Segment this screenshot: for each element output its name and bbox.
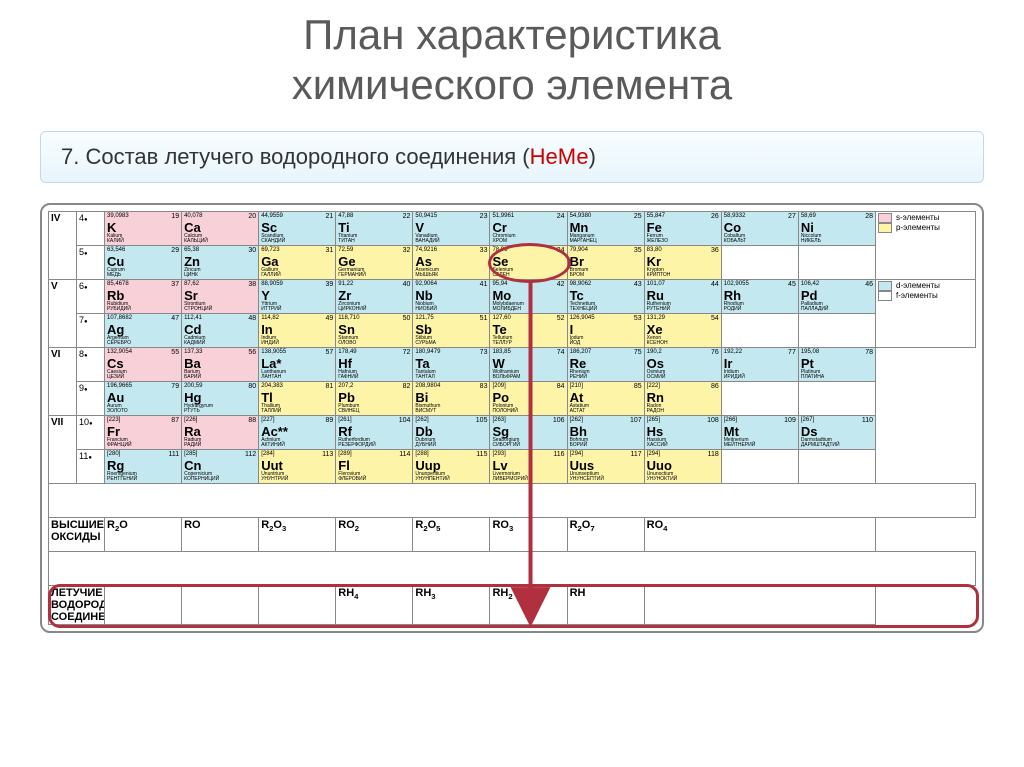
element-pd: 106,4246PdPalladiumПАЛЛАДИЙ <box>798 279 875 313</box>
title-line2: химического элемента <box>292 61 733 108</box>
element-mo: 95,9442MoMolybdaenumМОЛИБДЕН <box>490 279 567 313</box>
row-number: 8● <box>77 347 105 381</box>
row-number: 6● <box>77 279 105 313</box>
element-cr: 51,996124CrChromiumХРОМ <box>490 211 567 245</box>
element-te: 127,6052TeTelluriumТЕЛЛУР <box>490 313 567 347</box>
element-kr: 83,8036KrKryptonКРИПТОН <box>644 245 721 279</box>
subtitle-num: 7. <box>61 144 79 169</box>
element-hf: 178,4972HfHafniumГАФНИЙ <box>336 347 413 381</box>
element-cn: [285]112CnCoperniciumКОПЕРНИЦИЙ <box>182 449 259 483</box>
element-i: 126,904553IIodumЙОД <box>567 313 644 347</box>
period-label: IV <box>49 211 77 279</box>
element-re: 186,20775ReRheniumРЕНИЙ <box>567 347 644 381</box>
element-fe: 55,84726FeFerrumЖЕЛЕЗО <box>644 211 721 245</box>
row-number: 11● <box>77 449 105 483</box>
element-xe: 131,2954XeXenonКСЕНОН <box>644 313 721 347</box>
element-cu: 63,54629CuCuprumМЕДЬ <box>105 245 182 279</box>
element-uuo: [294]118UuoUnunoctiumУНУНОКТИЙ <box>644 449 721 483</box>
element-rf: [261]104RfRutherfordiumРЕЗЕРФОРДИЙ <box>336 415 413 449</box>
period-label: V <box>49 279 77 347</box>
element-au: 196,966579AuAurumЗОЛОТО <box>105 381 182 415</box>
element-zn: 65,3830ZnZincumЦИНК <box>182 245 259 279</box>
oxides-row: ВЫСШИЕ ОКСИДЫR2OROR2O3RO2R2O5RO3R2O7RO4 <box>49 517 976 551</box>
element-uut: [284]113UutUnuntriumУНУНТРИЙ <box>259 449 336 483</box>
element-y: 88,905939YYttriumИТТРИЙ <box>259 279 336 313</box>
element-ta: 180,947973TaTantalumТАНТАЛ <box>413 347 490 381</box>
element-se: 78,9634SeSeleniumСЕЛЕН <box>490 245 567 279</box>
row-number: 7● <box>77 313 105 347</box>
element-cd: 112,4148CdCadmiumКАДМИЙ <box>182 313 259 347</box>
subtitle-text: Состав летучего водородного соединения ( <box>85 144 529 169</box>
period-label: VI <box>49 347 77 415</box>
element-sr: 87,6238SrStrontiumСТРОНЦИЙ <box>182 279 259 313</box>
element-uus: [294]117UusUnunseptiumУНУНСЕПТИЙ <box>567 449 644 483</box>
page-title: План характеристика химического элемента <box>40 10 984 111</box>
element-ba: 137,3356BaBariumБАРИЙ <box>182 347 259 381</box>
element-sb: 121,7551SbStibiumСУРЬМА <box>413 313 490 347</box>
element-fl: [289]114FlFleroviumФЛЕРОВИЙ <box>336 449 413 483</box>
row-number: 10● <box>77 415 105 449</box>
period-label: VII <box>49 415 77 483</box>
element-ds: [267]110DsDarmstadtiumДАРМШТАДТИЙ <box>798 415 875 449</box>
element-la*: 138,905557La*LanthanumЛАНТАН <box>259 347 336 381</box>
legend-sp: s-элементыp-элементы <box>876 211 976 279</box>
element-ru: 101,0744RuRutheniumРУТЕНИЙ <box>644 279 721 313</box>
element-sg: [263]106SgSeaborgiumСИБОРГИЙ <box>490 415 567 449</box>
element-ga: 69,72331GaGalliumГАЛЛИЙ <box>259 245 336 279</box>
element-co: 58,933227CoCobaltumКОБАЛЬТ <box>721 211 798 245</box>
element-ag: 107,868247AgArgentumСЕРЕБРО <box>105 313 182 347</box>
element-pt: 195,0878PtPlatinumПЛАТИНА <box>798 347 875 381</box>
subtitle-box: 7. Состав летучего водородного соединени… <box>40 131 984 183</box>
element-ni: 58,6928NiNiccolumНИКЕЛЬ <box>798 211 875 245</box>
element-mn: 54,938025MnManganumМАРГАНЕЦ <box>567 211 644 245</box>
element-ra: [226]88RaRadiumРАДИЙ <box>182 415 259 449</box>
element-sc: 44,955921ScScandiumСКАНДИЙ <box>259 211 336 245</box>
element-at: [210]85AtAstatiumАСТАТ <box>567 381 644 415</box>
element-sn: 118,71050SnStannumОЛОВО <box>336 313 413 347</box>
element-cs: 132,905455CsCaesiumЦЕЗИЙ <box>105 347 182 381</box>
element-uup: [288]115UupUnunpentiumУНУНПЕНТИЙ <box>413 449 490 483</box>
row-number: 4● <box>77 211 105 245</box>
element-rg: [280]111RgRoentgeniumРЕНТГЕНИЙ <box>105 449 182 483</box>
element-tc: 98,906243TcTechnetiumТЕХНЕЦИЙ <box>567 279 644 313</box>
hydrides-row: ЛЕТУЧИЕ ВОДОРОДНЫЕ СОЕДИНЕНИЯRH4RH3RH2RH <box>49 585 976 624</box>
element-k: 39,098319KKaliumКАЛИЙ <box>105 211 182 245</box>
element-fr: [223]87FrFranciumФРАНЦИЙ <box>105 415 182 449</box>
subtitle-close: ) <box>589 144 596 169</box>
element-as: 74,921633AsArsenicumМЫШЬЯК <box>413 245 490 279</box>
element-po: [209]84PoPoloniumПОЛОНИЙ <box>490 381 567 415</box>
element-mt: [266]109MtMeitneriumМЕЙТНЕРИЙ <box>721 415 798 449</box>
periodic-table: IV4●39,098319KKaliumКАЛИЙ40,07820CaCalci… <box>48 211 976 625</box>
element-hs: [265]108HsHassiumХАССИЙ <box>644 415 721 449</box>
element-bi: 208,980483BiBismuthumВИСМУТ <box>413 381 490 415</box>
element-br: 79,90435BrBromumБРОМ <box>567 245 644 279</box>
element-w: 183,8574WWolframiumВОЛЬФРАМ <box>490 347 567 381</box>
element-ac**: [227]89Ac**ActiniumАКТИНИЙ <box>259 415 336 449</box>
title-line1: План характеристика <box>303 11 721 58</box>
element-tl: 204,38381TlThalliumТАЛЛИЙ <box>259 381 336 415</box>
element-bh: [262]107BhBohriumБОРИЙ <box>567 415 644 449</box>
element-pb: 207,282PbPlumbumСВИНЕЦ <box>336 381 413 415</box>
element-ca: 40,07820CaCalciumКАЛЬЦИЙ <box>182 211 259 245</box>
row-number: 9● <box>77 381 105 415</box>
element-nb: 92,906441NbNiobiumНИОБИЙ <box>413 279 490 313</box>
element-rn: [222]86RnRadonРАДОН <box>644 381 721 415</box>
element-lv: [293]116LvLivermoriumЛИВЕРМОРИЙ <box>490 449 567 483</box>
element-zr: 91,2240ZrZirconiumЦИРКОНИЙ <box>336 279 413 313</box>
periodic-table-wrap: IV4●39,098319KKaliumКАЛИЙ40,07820CaCalci… <box>40 203 984 633</box>
element-ti: 47,8822TiTitaniumТИТАН <box>336 211 413 245</box>
element-ge: 72,5932GeGermaniumГЕРМАНИЙ <box>336 245 413 279</box>
element-v: 50,941523VVanadiumВАНАДИЙ <box>413 211 490 245</box>
element-rh: 102,905545RhRhodiumРОДИЙ <box>721 279 798 313</box>
subtitle-red: НеМе <box>530 144 589 169</box>
row-number: 5● <box>77 245 105 279</box>
element-in: 114,8249InIndiumИНДИЙ <box>259 313 336 347</box>
element-ir: 192,2277IrIridiumИРИДИЙ <box>721 347 798 381</box>
element-db: [262]105DbDubniumДУБНИЙ <box>413 415 490 449</box>
element-os: 190,276OsOsmiumОСМИЙ <box>644 347 721 381</box>
element-hg: 200,5980HgHydrargyrumРТУТЬ <box>182 381 259 415</box>
legend-df: d-элементыf-элементы <box>876 279 976 347</box>
element-rb: 85,467837RbRubidiumРУБИДИЙ <box>105 279 182 313</box>
